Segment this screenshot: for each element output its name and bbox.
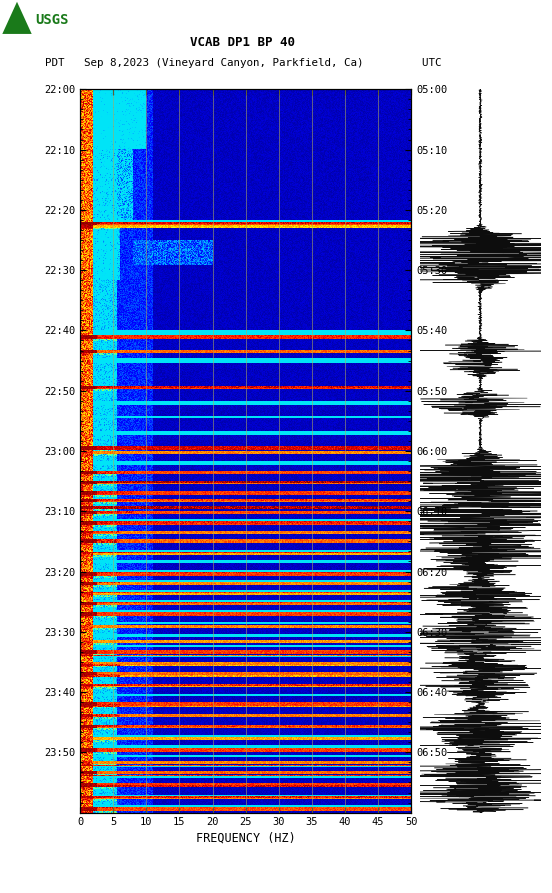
Text: USGS: USGS [35, 13, 68, 27]
Polygon shape [2, 2, 31, 34]
X-axis label: FREQUENCY (HZ): FREQUENCY (HZ) [196, 831, 295, 845]
Text: VCAB DP1 BP 40: VCAB DP1 BP 40 [190, 37, 295, 49]
Text: PDT   Sep 8,2023 (Vineyard Canyon, Parkfield, Ca)         UTC: PDT Sep 8,2023 (Vineyard Canyon, Parkfie… [45, 57, 441, 68]
